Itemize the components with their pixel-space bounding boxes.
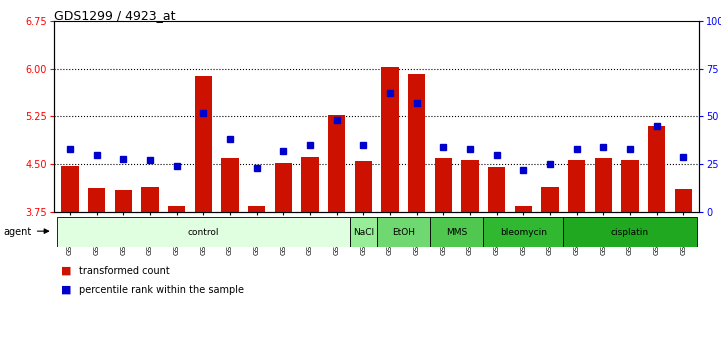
Bar <box>408 74 425 345</box>
Bar <box>275 163 292 345</box>
Text: NaCl: NaCl <box>353 227 374 237</box>
Bar <box>221 158 239 345</box>
Bar <box>595 158 612 345</box>
Text: transformed count: transformed count <box>79 266 170 276</box>
Text: bleomycin: bleomycin <box>500 227 547 237</box>
Bar <box>568 160 585 345</box>
Bar <box>328 115 345 345</box>
Bar <box>435 158 452 345</box>
Bar <box>350 217 376 247</box>
Bar <box>515 206 532 345</box>
Bar <box>195 76 212 345</box>
Bar <box>430 217 483 247</box>
Bar <box>461 160 479 345</box>
Text: MMS: MMS <box>446 227 467 237</box>
Bar <box>301 157 319 345</box>
Text: cisplatin: cisplatin <box>611 227 649 237</box>
Text: GDS1299 / 4923_at: GDS1299 / 4923_at <box>54 9 176 22</box>
Bar <box>488 168 505 345</box>
Text: agent: agent <box>4 227 32 237</box>
Bar <box>88 188 105 345</box>
Bar <box>648 126 665 345</box>
Bar <box>563 217 696 247</box>
Text: control: control <box>187 227 219 237</box>
Bar <box>381 67 399 345</box>
Bar <box>483 217 563 247</box>
Text: percentile rank within the sample: percentile rank within the sample <box>79 285 244 295</box>
Bar <box>622 160 639 345</box>
Bar <box>541 187 559 345</box>
Text: ■: ■ <box>61 266 72 276</box>
Bar <box>168 206 185 345</box>
Bar <box>248 206 265 345</box>
Bar <box>57 217 350 247</box>
Bar <box>115 190 132 345</box>
Text: EtOH: EtOH <box>392 227 415 237</box>
Bar <box>61 166 79 345</box>
Bar <box>355 161 372 345</box>
Bar <box>675 189 692 345</box>
Text: ■: ■ <box>61 285 72 295</box>
Bar <box>376 217 430 247</box>
Bar <box>141 187 159 345</box>
